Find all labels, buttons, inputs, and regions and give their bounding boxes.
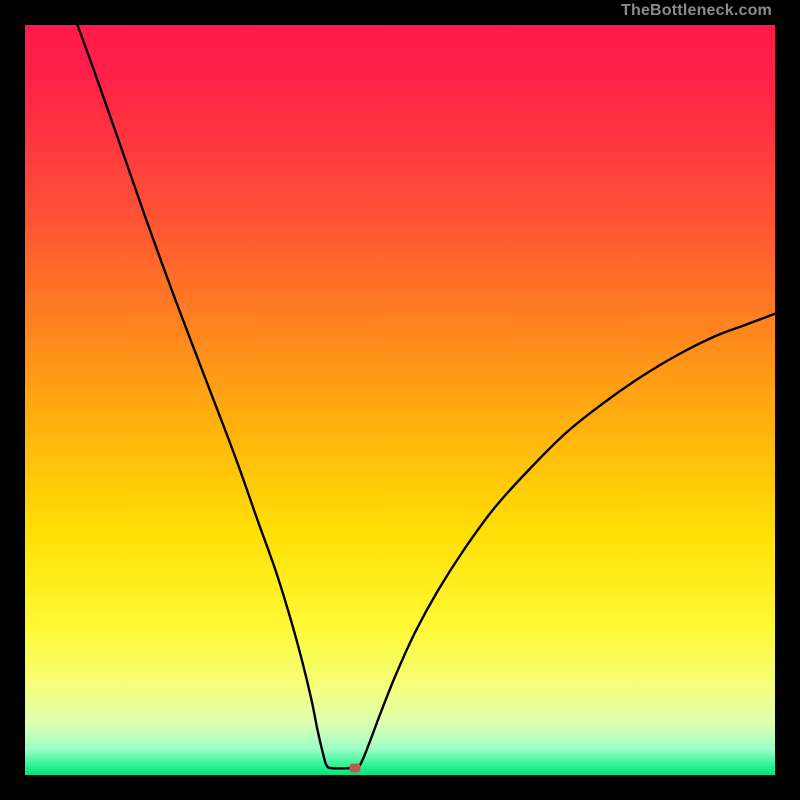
chart-frame: { "meta": { "watermark_text": "TheBottle…: [0, 0, 800, 800]
bottleneck-curve: [25, 25, 775, 775]
plot-area: [25, 25, 775, 775]
watermark-text: TheBottleneck.com: [621, 2, 772, 20]
minimum-marker: [350, 764, 361, 773]
